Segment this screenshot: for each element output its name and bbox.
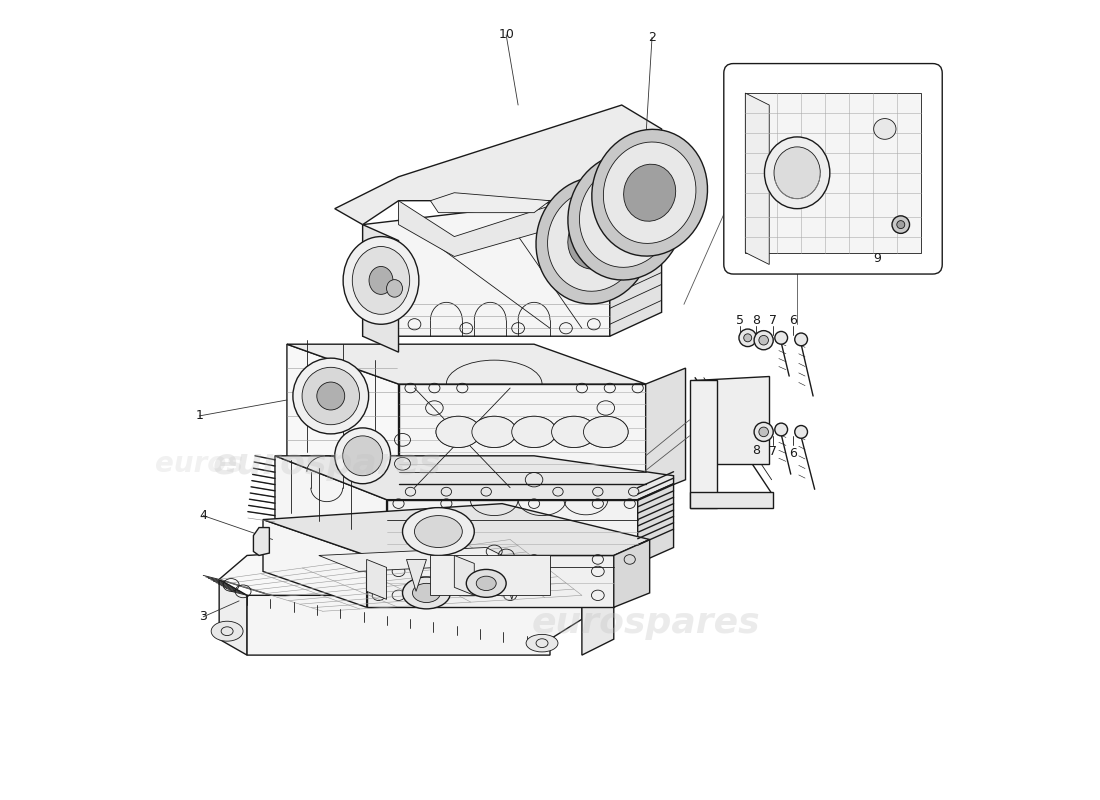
- Ellipse shape: [774, 331, 788, 344]
- Ellipse shape: [759, 335, 769, 345]
- Text: 8: 8: [751, 314, 760, 326]
- Text: 7: 7: [769, 314, 778, 326]
- Polygon shape: [454, 563, 474, 595]
- Polygon shape: [263, 519, 366, 607]
- Ellipse shape: [896, 221, 905, 229]
- Text: 1: 1: [196, 410, 204, 422]
- Ellipse shape: [343, 436, 383, 476]
- Polygon shape: [746, 93, 921, 253]
- Ellipse shape: [774, 423, 788, 436]
- Polygon shape: [582, 575, 614, 655]
- Text: 5: 5: [736, 314, 744, 326]
- Ellipse shape: [568, 154, 683, 280]
- Polygon shape: [263, 504, 650, 555]
- Text: 6: 6: [789, 314, 797, 326]
- Ellipse shape: [759, 427, 769, 437]
- Ellipse shape: [744, 334, 751, 342]
- Polygon shape: [398, 384, 646, 496]
- Ellipse shape: [548, 190, 640, 291]
- Ellipse shape: [739, 329, 757, 346]
- Ellipse shape: [386, 280, 403, 297]
- Ellipse shape: [774, 147, 821, 198]
- Ellipse shape: [604, 142, 696, 243]
- Ellipse shape: [551, 416, 596, 447]
- Ellipse shape: [466, 570, 506, 598]
- Polygon shape: [248, 595, 582, 655]
- Polygon shape: [287, 344, 398, 496]
- Polygon shape: [366, 555, 614, 607]
- Polygon shape: [366, 559, 386, 599]
- Ellipse shape: [368, 266, 393, 294]
- Ellipse shape: [436, 416, 481, 447]
- Text: 6: 6: [789, 447, 797, 460]
- Polygon shape: [454, 555, 474, 595]
- Polygon shape: [690, 380, 717, 508]
- Text: 4: 4: [199, 509, 207, 522]
- Polygon shape: [407, 559, 427, 591]
- Ellipse shape: [302, 367, 360, 425]
- Ellipse shape: [403, 508, 474, 555]
- Ellipse shape: [873, 118, 896, 139]
- Ellipse shape: [580, 166, 672, 267]
- Text: euros: euros: [155, 450, 243, 478]
- Polygon shape: [638, 484, 673, 563]
- Ellipse shape: [334, 428, 390, 484]
- Polygon shape: [398, 201, 565, 257]
- Polygon shape: [609, 257, 661, 336]
- Polygon shape: [363, 225, 398, 352]
- Text: 8: 8: [751, 444, 760, 457]
- Polygon shape: [386, 500, 638, 563]
- Polygon shape: [430, 193, 550, 213]
- Polygon shape: [319, 547, 518, 571]
- Ellipse shape: [526, 634, 558, 652]
- Polygon shape: [275, 456, 386, 563]
- Ellipse shape: [583, 416, 628, 447]
- Ellipse shape: [343, 237, 419, 324]
- Text: 2: 2: [648, 30, 656, 44]
- Polygon shape: [363, 145, 661, 336]
- Ellipse shape: [536, 177, 651, 304]
- Text: 3: 3: [199, 610, 207, 623]
- FancyBboxPatch shape: [724, 63, 943, 274]
- Ellipse shape: [403, 577, 450, 609]
- Ellipse shape: [512, 416, 557, 447]
- Text: 9: 9: [873, 251, 881, 265]
- Polygon shape: [287, 344, 646, 384]
- Polygon shape: [646, 368, 685, 496]
- Ellipse shape: [293, 358, 368, 434]
- Ellipse shape: [317, 382, 344, 410]
- Ellipse shape: [624, 164, 675, 222]
- Ellipse shape: [755, 330, 773, 350]
- Ellipse shape: [472, 416, 517, 447]
- Ellipse shape: [352, 246, 409, 314]
- Ellipse shape: [592, 130, 707, 256]
- Polygon shape: [503, 567, 522, 599]
- Polygon shape: [690, 492, 773, 508]
- Polygon shape: [430, 555, 550, 595]
- Ellipse shape: [764, 137, 829, 209]
- Text: eurospares: eurospares: [531, 606, 760, 640]
- Polygon shape: [219, 539, 614, 611]
- Text: 10: 10: [498, 28, 514, 42]
- Ellipse shape: [794, 426, 807, 438]
- Text: 7: 7: [769, 446, 778, 458]
- Text: eurospares: eurospares: [212, 446, 441, 481]
- Ellipse shape: [892, 216, 910, 234]
- Ellipse shape: [415, 515, 462, 547]
- Polygon shape: [334, 105, 661, 225]
- Polygon shape: [253, 527, 270, 555]
- Polygon shape: [219, 579, 248, 655]
- Ellipse shape: [794, 333, 807, 346]
- Ellipse shape: [600, 188, 652, 245]
- Ellipse shape: [568, 212, 620, 269]
- Polygon shape: [693, 376, 769, 464]
- Ellipse shape: [412, 583, 440, 602]
- Ellipse shape: [476, 576, 496, 590]
- Polygon shape: [614, 539, 650, 607]
- Ellipse shape: [211, 622, 243, 641]
- Polygon shape: [275, 456, 673, 500]
- Ellipse shape: [755, 422, 773, 442]
- Polygon shape: [746, 93, 769, 265]
